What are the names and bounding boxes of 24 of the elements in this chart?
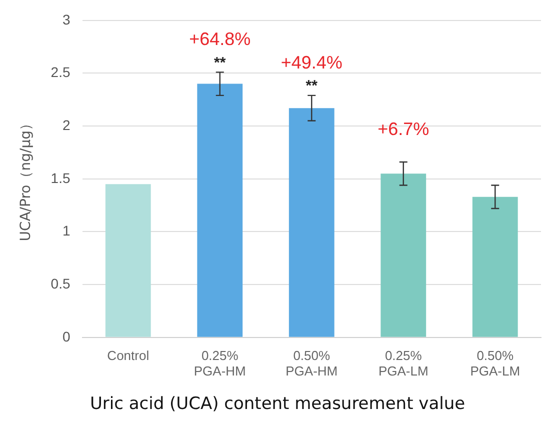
y-tick-label: 0.5 (50, 275, 70, 292)
x-tick-label: 0.25% PGA-LM (378, 348, 428, 378)
annotation: ** (214, 54, 226, 72)
x-tick-label: Control (107, 348, 150, 363)
y-tick-label: 0 (62, 328, 70, 344)
annotation: ** (306, 78, 318, 95)
bar (380, 174, 426, 337)
annotation: +6.7% (378, 118, 430, 139)
y-tick-label: 1.5 (50, 170, 70, 186)
annotation: +49.4% (280, 52, 342, 72)
x-tick-label: 0.25% PGA-HM (194, 348, 246, 378)
y-axis-title: UCA/Pro（ng/μg） (18, 116, 34, 242)
y-tick-label: 2 (62, 116, 70, 133)
bar (288, 108, 334, 337)
text: Uric acid (UCA) content measurement value (90, 394, 466, 414)
x-tick-label: 0.50% PGA-HM (286, 348, 338, 378)
bar (472, 196, 518, 337)
annotation: +64.8% (189, 29, 251, 50)
bar (197, 84, 243, 337)
y-tick-label: 3 (62, 11, 70, 28)
bar (105, 184, 151, 337)
y-tick-label: 1 (62, 222, 70, 239)
x-tick-label: 0.50% PGA-LM (470, 348, 520, 378)
y-tick-label: 2.5 (50, 64, 70, 80)
